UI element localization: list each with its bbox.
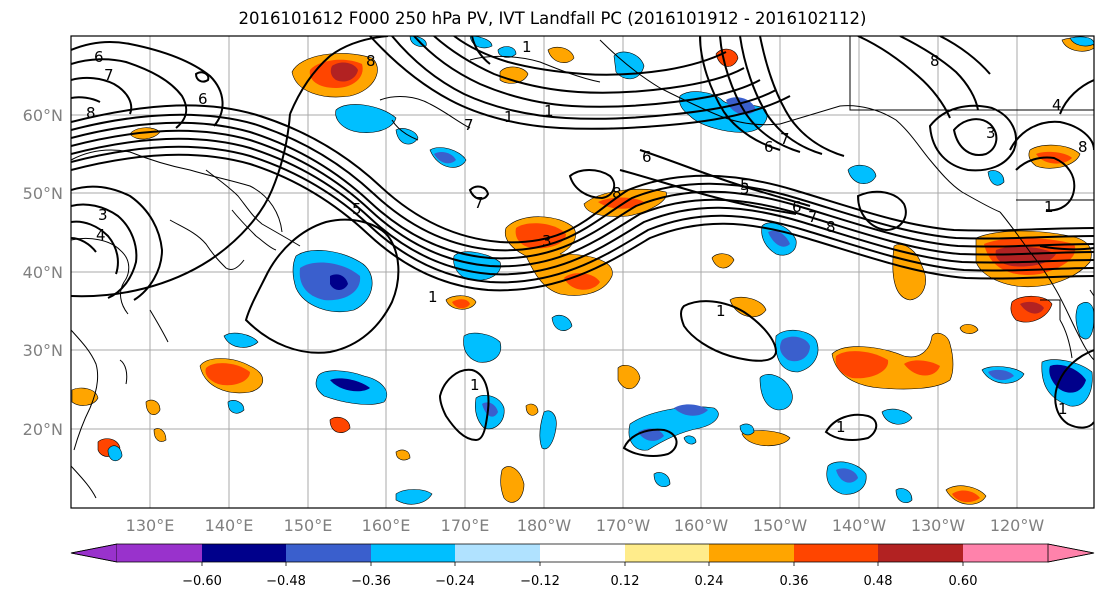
contour-label: 1	[470, 376, 480, 394]
contour-label: 3	[986, 124, 996, 142]
colorbar-tick-label: 0.24	[695, 574, 724, 589]
contour-label: 8	[1078, 138, 1088, 156]
lon-label: 170°E	[441, 516, 490, 535]
colorbar-bin	[202, 544, 286, 562]
colorbar-extend-max	[1047, 543, 1095, 563]
contour-label: 7	[808, 208, 818, 226]
colorbar-bin	[794, 544, 878, 562]
colorbar-tick-label: 0.12	[611, 574, 640, 589]
contour-label: 8	[86, 104, 96, 122]
lon-label: 130°W	[911, 516, 966, 535]
colorbar-tick-label: −0.48	[266, 574, 306, 589]
contour-label: 1	[1044, 198, 1054, 216]
contour-label: 8	[366, 52, 376, 70]
lon-label: 130°E	[126, 516, 175, 535]
colorbar	[70, 543, 1095, 566]
contour-label: 4	[1052, 96, 1062, 114]
contour-label: 7	[780, 130, 790, 148]
contour-label: 6	[792, 198, 802, 216]
pv-contour-labels: 6 7 8 6 8 1 1 7 6 7 5 5 8 3 4 3 6 7 8 7 …	[86, 38, 1088, 436]
pv-contours	[71, 36, 1094, 457]
contour-label: 3	[542, 232, 552, 250]
colorbar-bin	[455, 544, 540, 562]
contour-label: 7	[464, 116, 474, 134]
lon-label: 160°W	[674, 516, 729, 535]
contour-label: 6	[198, 90, 208, 108]
lon-label: 140°W	[832, 516, 887, 535]
lat-label: 50°N	[23, 184, 63, 203]
lon-label: 140°E	[205, 516, 254, 535]
map-frame	[70, 35, 1095, 509]
colorbar-bin	[286, 544, 371, 562]
longitude-axis: 130°E 140°E 150°E 160°E 170°E 180°W 170°…	[126, 516, 1045, 535]
contour-label: 1	[1058, 400, 1068, 418]
lat-label: 20°N	[23, 420, 63, 439]
colorbar-tick-label: −0.60	[182, 574, 222, 589]
contour-label: 1	[836, 418, 846, 436]
colorbar-bin	[117, 544, 202, 562]
contour-label: 6	[764, 138, 774, 156]
contour-label: 7	[104, 66, 114, 84]
colorbar-tick-label: −0.24	[435, 574, 475, 589]
colorbar-bin	[540, 544, 625, 562]
contour-label: 8	[930, 52, 940, 70]
lon-label: 160°E	[362, 516, 411, 535]
contour-label: 4	[96, 226, 106, 244]
colorbar-tick-label: 0.36	[780, 574, 809, 589]
lon-label: 150°E	[284, 516, 333, 535]
map-title: 2016101612 F000 250 hPa PV, IVT Landfall…	[238, 9, 867, 28]
contour-label: 3	[98, 206, 108, 224]
colorbar-outline	[70, 543, 1095, 563]
colorbar-tick-label: 0.60	[949, 574, 978, 589]
colorbar-tick-label: 0.48	[864, 574, 893, 589]
contour-label: 8	[826, 218, 836, 236]
contour-label: 1	[522, 38, 532, 56]
colorbar-extend-min	[70, 543, 118, 563]
contour-label: 5	[352, 200, 362, 218]
colorbar-tick-labels: −0.60 −0.48 −0.36 −0.24 −0.12 0.12 0.24 …	[182, 574, 977, 589]
lon-label: 150°W	[753, 516, 808, 535]
lon-label: 170°W	[596, 516, 651, 535]
contour-label: 1	[428, 288, 438, 306]
contour-label: 6	[94, 48, 104, 66]
contour-label: 6	[642, 148, 652, 166]
contour-label: 5	[740, 176, 750, 194]
contour-label: 1	[504, 108, 514, 126]
contour-label: 1	[716, 302, 726, 320]
lon-label: 180°W	[517, 516, 572, 535]
colorbar-bin	[963, 544, 1048, 562]
contour-label: 8	[612, 184, 622, 202]
colorbar-bin	[371, 544, 455, 562]
colorbar-bin	[878, 544, 963, 562]
contour-label: 5	[740, 180, 750, 198]
latitude-axis: 60°N 50°N 40°N 30°N 20°N	[23, 106, 63, 439]
contour-label: 7	[474, 194, 484, 212]
contour-label: 1	[544, 102, 554, 120]
colorbar-bin	[625, 544, 709, 562]
lon-label: 120°W	[990, 516, 1045, 535]
lat-label: 30°N	[23, 341, 63, 360]
colorbar-tick-label: −0.12	[520, 574, 560, 589]
lat-label: 40°N	[23, 263, 63, 282]
lat-label: 60°N	[23, 106, 63, 125]
colorbar-bin	[709, 544, 794, 562]
colorbar-tick-label: −0.36	[351, 574, 391, 589]
